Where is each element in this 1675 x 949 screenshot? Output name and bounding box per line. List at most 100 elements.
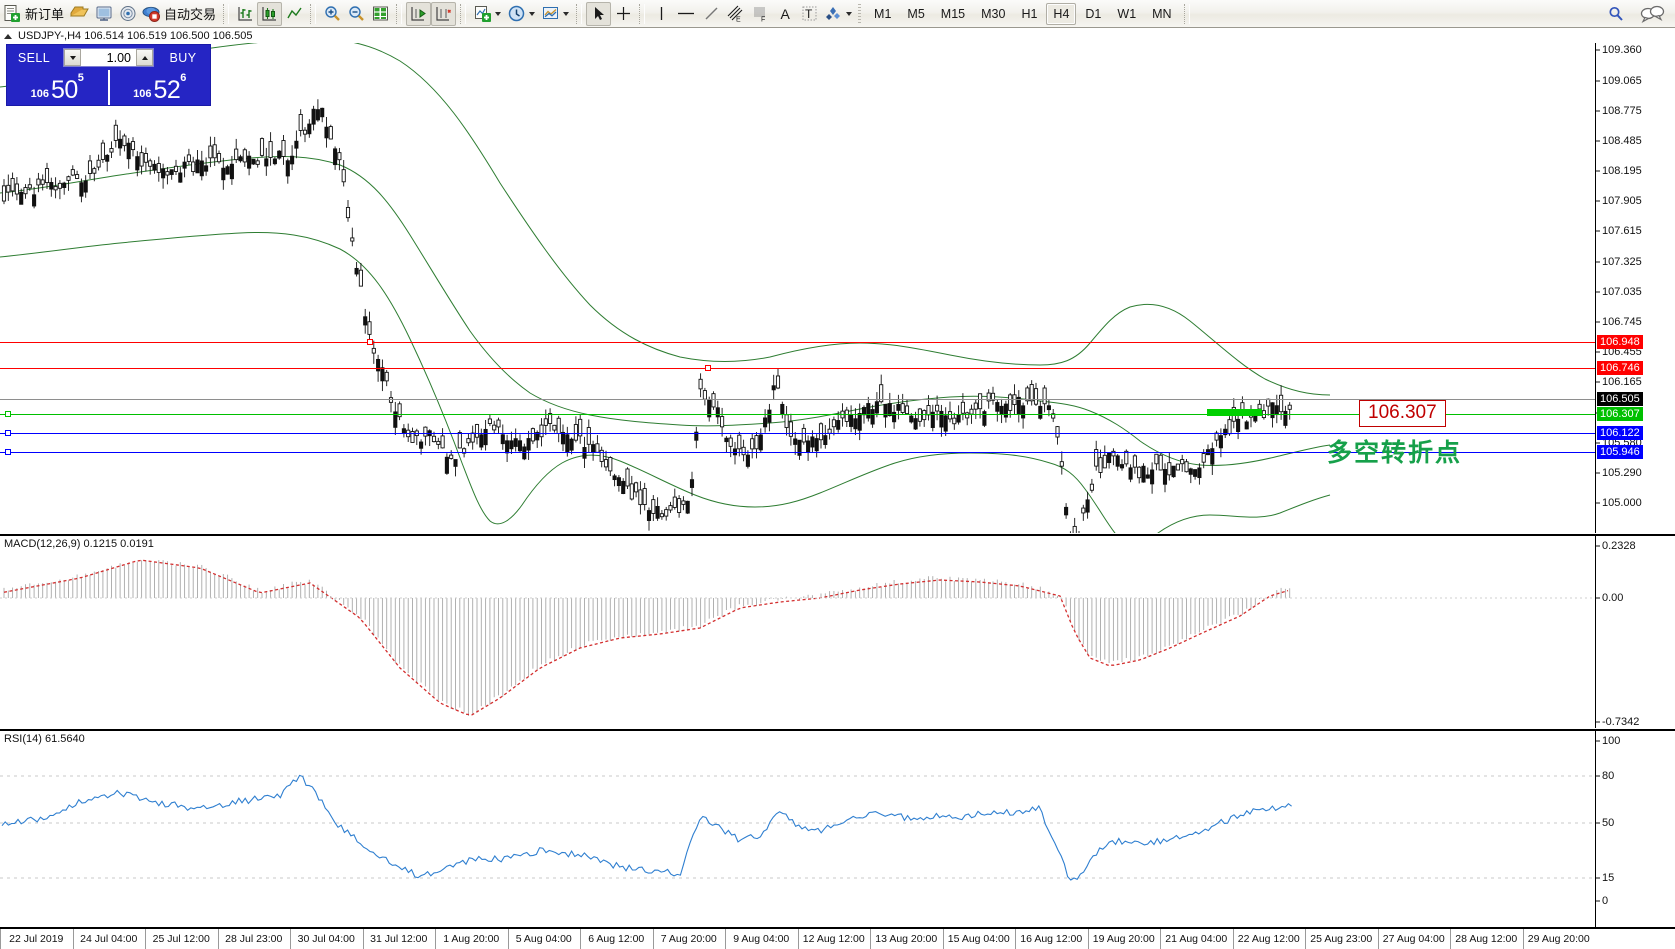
support-line-blue-1[interactable] [0,433,1595,434]
buy-label[interactable]: BUY [169,50,197,65]
toolbar-grip[interactable] [858,3,862,24]
fibonacci-button[interactable]: F [748,2,773,26]
support-line-blue-2[interactable] [0,452,1595,453]
chart-area[interactable]: 106.307 多空转折点 109.360 109.065 108.775 108.4… [0,43,1675,949]
support-line-blue-1-handle[interactable] [5,430,11,436]
candlestick-chart-button[interactable] [257,1,283,26]
rsi-tick-label: 100 [1602,735,1621,747]
market-watch-button[interactable] [116,2,140,26]
price-level-tag[interactable]: 106.122 [1597,426,1643,440]
rsi-tick [1596,822,1600,824]
macd-pane[interactable]: MACD(12,26,9) 0.1215 0.0191 0.2328 0.00 -0… [0,534,1675,728]
templates-dropdown-caret[interactable] [563,11,570,16]
candle-body [161,168,166,179]
shapes-dropdown-caret[interactable] [846,11,853,16]
price-level-tag[interactable]: 106.505 [1597,392,1643,406]
price-level-tag[interactable]: 106.307 [1597,407,1643,421]
collapse-triangle-icon[interactable] [4,33,12,39]
templates-button[interactable] [538,2,562,26]
timeframe-h4[interactable]: H4 [1046,2,1077,25]
candle-body [909,415,914,423]
shapes-button[interactable] [821,2,845,26]
volume-value[interactable]: 1.00 [106,50,131,65]
volume-decrease-button[interactable] [64,49,81,66]
candle-body [358,269,363,287]
timeframe-h1[interactable]: H1 [1021,6,1038,21]
zoom-in-button[interactable] [320,2,344,26]
periods-dropdown-caret[interactable] [529,11,536,16]
support-line-green-handle[interactable] [5,411,11,417]
timeframe-m1[interactable]: M1 [874,6,892,21]
indicators-dropdown-caret[interactable] [495,11,502,16]
bar-chart-button[interactable] [233,2,257,26]
candle-body [247,155,252,169]
periods-button[interactable] [504,2,528,26]
horizontal-line-button[interactable] [673,2,699,26]
tile-windows-button[interactable] [368,2,392,26]
time-axis[interactable]: 22 Jul 2019 24 Jul 04:00 25 Jul 12:00 28 Ju… [0,927,1675,949]
candle-body [204,165,209,172]
price-level-tag[interactable]: 105.946 [1597,445,1643,459]
crosshair-icon [614,4,633,23]
candle-body [182,161,187,169]
candle-body [470,432,475,443]
sell-label[interactable]: SELL [17,50,51,65]
resistance-line-1[interactable] [0,342,1595,343]
resistance-line-1-handle[interactable] [367,339,373,345]
one-click-trading-panel[interactable]: SELL 1.00 BUY 106 50 5 106 52 6 [6,44,211,106]
volume-increase-button[interactable] [136,49,153,66]
crosshair-button[interactable] [611,2,635,26]
timeframe-d1[interactable]: D1 [1085,6,1102,21]
chart-shift-button[interactable] [431,1,457,26]
resistance-line-2-handle[interactable] [705,365,711,371]
price-axis[interactable]: 109.360 109.065 108.775 108.485 108.195 107.9… [1595,43,1675,533]
trendline-button[interactable] [699,2,723,26]
text-button[interactable]: A [773,2,797,26]
buy-price-button[interactable]: 106 52 6 [110,70,211,105]
candle-body [947,411,953,420]
text-label-button[interactable]: T [797,2,821,26]
chat-icon[interactable] [1639,5,1665,23]
support-line-green[interactable] [0,414,1595,415]
volume-stepper[interactable]: 1.00 [63,48,154,67]
search-icon[interactable] [1607,5,1625,23]
rsi-axis[interactable]: 100 80 50 15 0 [1595,731,1675,927]
candle-body [302,129,308,135]
zoom-out-button[interactable] [344,2,368,26]
sell-price-button[interactable]: 106 50 5 [7,70,110,105]
candle-body [677,498,682,513]
timeframe-w1[interactable]: W1 [1117,6,1137,21]
cursor-button[interactable] [586,1,612,26]
new-order-button[interactable]: 新订单 [2,2,67,26]
price-level-tag[interactable]: 106.948 [1597,335,1643,349]
macd-axis[interactable]: 0.2328 0.00 -0.7342 [1595,536,1675,728]
cursor-arrow-icon [589,4,608,23]
price-plot[interactable]: 106.307 多空转折点 [0,43,1675,533]
expert-advisors-button[interactable] [67,2,92,26]
metaeditor-button[interactable] [92,2,116,26]
auto-scroll-button[interactable] [406,1,432,26]
vertical-line-button[interactable] [649,2,673,26]
price-tick [1596,502,1600,504]
timeframe-m30[interactable]: M30 [981,6,1006,21]
indicators-button[interactable] [470,2,494,26]
resistance-line-2[interactable] [0,368,1595,369]
candle-body [87,160,93,174]
auto-trading-button[interactable]: 自动交易 [140,2,219,26]
equidistant-channel-button[interactable]: E [723,2,748,26]
price-level-tag[interactable]: 106.746 [1597,361,1643,375]
timeframe-mn[interactable]: MN [1152,6,1172,21]
price-annotation-box: 106.307 [1359,400,1446,427]
candle-body [83,180,88,193]
support-line-blue-2-handle[interactable] [5,449,11,455]
rsi-pane[interactable]: RSI(14) 61.5640 100 80 50 15 0 [0,729,1675,927]
price-pane[interactable]: 106.307 多空转折点 109.360 109.065 108.775 108.4… [0,43,1675,533]
timeframe-m15[interactable]: M15 [940,6,966,21]
timeframe-m5[interactable]: M5 [907,6,925,21]
time-separator [1377,929,1379,949]
candle-body [126,142,131,160]
candle-body [238,156,243,162]
line-chart-button[interactable] [282,2,306,26]
candle-body [517,440,523,452]
candle-body [311,108,316,125]
